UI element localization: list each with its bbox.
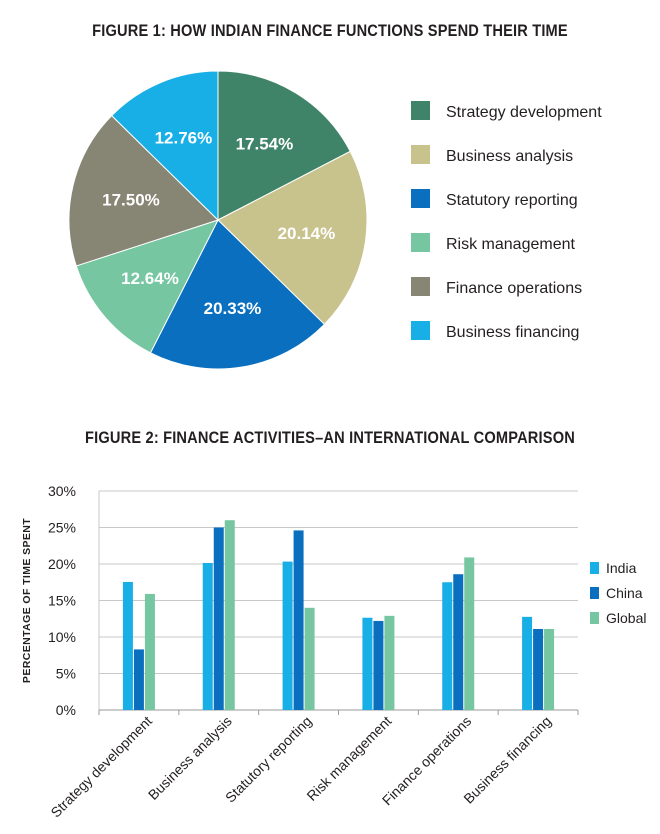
legend-swatch-statutory-reporting: [411, 189, 430, 208]
y-tick-label: 25%: [48, 520, 76, 536]
y-tick-label: 10%: [48, 629, 76, 645]
pie-value-label: 17.54%: [236, 135, 294, 154]
y-tick-label: 0%: [56, 702, 76, 718]
pie-slice-business-analysis: [217, 150, 368, 326]
pie-slice-risk-management: [75, 219, 219, 354]
bar-global-statutory-reporting: [304, 607, 315, 710]
bar-china-strategy-development: [133, 649, 144, 710]
bar-india-risk-management: [362, 617, 373, 710]
bar-india-finance-operations: [442, 582, 453, 710]
legend-label: Finance operations: [446, 280, 582, 297]
pie-slice-statutory-reporting: [149, 219, 326, 370]
legend-swatch-business-analysis: [411, 145, 430, 164]
legend-swatch-china: [590, 587, 599, 599]
bar-global-strategy-development: [144, 593, 155, 710]
bar-india-strategy-development: [122, 581, 133, 710]
bar-india-statutory-reporting: [282, 561, 293, 710]
bar-india-business-financing: [522, 616, 533, 710]
x-tick-label: Risk management: [303, 713, 394, 804]
bar-global-finance-operations: [464, 557, 475, 710]
legend-swatch-finance-operations: [411, 277, 430, 296]
y-tick-label: 20%: [48, 556, 76, 572]
legend-label: Business financing: [446, 324, 579, 341]
bar-global-business-financing: [544, 628, 555, 710]
y-tick-label: 30%: [48, 483, 76, 499]
pie-chart: 17.54% 20.14% 20.33% 12.64% 17.50% 12.76% Stra…: [68, 70, 602, 370]
pie-value-label: 12.76%: [155, 129, 213, 148]
legend-swatch-global: [590, 612, 599, 624]
legend-label: Global: [606, 610, 646, 626]
legend-label: Statutory reporting: [446, 192, 578, 209]
bar-global-risk-management: [384, 615, 395, 710]
y-tick-label: 5%: [56, 666, 76, 682]
pie-slice-strategy-development: [217, 70, 351, 221]
x-tick-label: Strategy development: [47, 713, 155, 821]
legend-label: China: [606, 585, 643, 601]
legend-label: Business analysis: [446, 148, 573, 165]
bar-india-business-analysis: [202, 562, 213, 710]
y-tick-label: 15%: [48, 593, 76, 609]
legend-swatch-risk-management: [411, 233, 430, 252]
legend-swatch-business-financing: [411, 321, 430, 340]
figure1-title: FIGURE 1: HOW INDIAN FINANCE FUNCTIONS S…: [92, 21, 568, 40]
pie-value-label: 20.33%: [204, 299, 262, 318]
pie-slice-finance-operations: [68, 114, 219, 267]
pie-slice-business-financing: [110, 70, 219, 222]
x-tick-label: Business financing: [460, 713, 554, 807]
bar-global-business-analysis: [224, 520, 235, 710]
legend-label: India: [606, 560, 637, 576]
pie-value-label: 12.64%: [121, 269, 179, 288]
bar-china-risk-management: [373, 620, 384, 710]
legend-swatch-strategy-development: [411, 101, 430, 120]
legend-label: Strategy development: [446, 104, 602, 121]
pie-value-label: 17.50%: [102, 190, 160, 209]
figure2-title: FIGURE 2: FINANCE ACTIVITIES–AN INTERNAT…: [85, 428, 575, 447]
x-tick-label: Business analysis: [145, 713, 235, 803]
pie-value-label: 20.14%: [278, 224, 336, 243]
bar-china-business-analysis: [213, 527, 224, 710]
bar-china-business-financing: [533, 628, 544, 710]
legend-swatch-india: [590, 562, 599, 574]
x-tick-label: Statutory reporting: [222, 713, 315, 806]
bar-china-finance-operations: [453, 574, 464, 710]
x-tick-label: Finance operations: [379, 713, 475, 809]
bar-china-statutory-reporting: [293, 530, 304, 710]
legend-label: Risk management: [446, 236, 576, 253]
y-axis-title: PERCENTAGE OF TIME SPENT: [21, 518, 33, 683]
